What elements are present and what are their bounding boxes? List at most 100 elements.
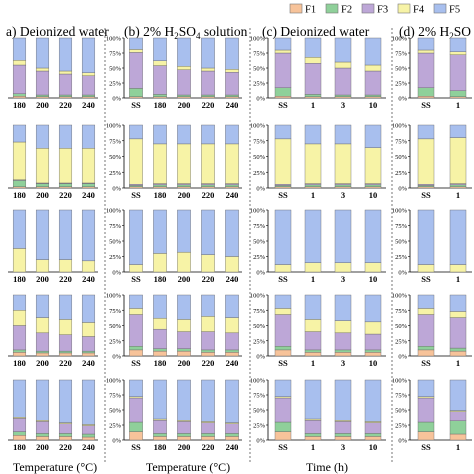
legend-item-f3: F3 [361, 3, 388, 16]
bar-segment-f3 [225, 423, 239, 434]
bar-segment-f3 [225, 332, 239, 351]
bar-segment-f1 [12, 95, 27, 99]
bar-segment-f3 [274, 314, 292, 347]
panel-c-xlabel: Time (h) [306, 460, 348, 474]
bar-segment-f2 [129, 346, 143, 351]
y-tick-label: 0% [112, 96, 121, 103]
bar-segment-f4 [81, 260, 96, 273]
x-tick-label: 180 [154, 190, 167, 200]
panel-d-row-1: 0% 25% 50% 75% 100% SS 1 [392, 36, 472, 110]
bar-segment-f2 [201, 433, 215, 437]
bar-segment-f5 [129, 124, 143, 140]
y-tick-label: 25% [253, 254, 266, 261]
bar-segment-f4 [129, 308, 143, 315]
y-tick-label: 0% [398, 270, 407, 277]
y-tick-label: 100% [250, 123, 266, 130]
bar-segment-f3 [12, 64, 27, 94]
y-tick-label: 25% [253, 338, 266, 345]
bar-segment-f1 [274, 431, 292, 441]
bar-segment-f4 [177, 65, 191, 70]
bar-segment-f5 [153, 379, 167, 420]
y-tick-label: 25% [253, 81, 266, 88]
bar-segment-f2 [35, 183, 50, 187]
bar-segment-f2 [274, 87, 292, 97]
panel-d-row-2: 0% 25% 50% 75% 100% SS 1 [392, 123, 472, 200]
panel-b-row-3: 0% 25% 50% 75% 100% SS 180 200 220 240 [106, 208, 242, 284]
bar-segment-f4 [417, 308, 435, 315]
y-tick-label: 50% [253, 408, 266, 415]
bar-segment-f5 [12, 124, 27, 143]
bar-segment-f1 [417, 431, 435, 441]
panel-a-row-2: 180 200 220 240 [8, 124, 98, 200]
x-tick-label: SS [131, 358, 141, 368]
bar-segment-f3 [417, 52, 435, 88]
panel-d-title: (d) 2% H2SO [399, 24, 471, 41]
bar-segment-f2 [177, 94, 191, 97]
bar-segment-f2 [225, 184, 239, 187]
bar-segment-f1 [58, 352, 73, 357]
bar-segment-f2 [177, 348, 191, 352]
bar-segment-f5 [81, 37, 96, 73]
bar-segment-f2 [81, 94, 96, 97]
x-tick-label: 240 [82, 190, 95, 200]
bar-segment-f5 [304, 124, 322, 145]
bar-segment-f3 [417, 397, 435, 423]
x-tick-label: 1 [311, 190, 315, 200]
bar-segment-f3 [334, 421, 352, 434]
x-tick-label: 180 [154, 100, 167, 110]
x-tick-label: 200 [36, 358, 49, 368]
bar-segment-f2 [201, 94, 215, 97]
bar-segment-f4 [201, 254, 215, 273]
bar-segment-f1 [417, 349, 435, 357]
bar-segment-f3 [334, 67, 352, 96]
bar-segment-f1 [129, 349, 143, 357]
bar-segment-f2 [417, 87, 435, 97]
panel-c-title: (c) Deionized water [262, 24, 370, 39]
bar-segment-f5 [201, 37, 215, 69]
y-tick-label: 25% [109, 81, 122, 88]
bar-segment-f4 [58, 70, 73, 75]
x-tick-label: 200 [36, 274, 49, 284]
x-tick-label: 1 [311, 100, 315, 110]
bar-segment-f4 [304, 57, 322, 64]
bar-segment-f5 [35, 37, 50, 69]
y-tick-label: 75% [109, 393, 122, 400]
x-tick-label: 10 [369, 274, 378, 284]
bar-segment-f5 [177, 294, 191, 320]
y-tick-label: 25% [395, 254, 408, 261]
bar-segment-f5 [58, 209, 73, 260]
panel-b-title: (b) 2% H2SO4 solution [124, 24, 248, 41]
bar-segment-f5 [274, 294, 292, 309]
panel-b-row-1: 0% 25% 50% 75% 100% SS 180 200 220 240 [106, 36, 242, 110]
legend-label-f1: F1 [305, 5, 316, 16]
bar-segment-f2 [81, 433, 96, 438]
bar-segment-f5 [81, 379, 96, 425]
bar-segment-f5 [58, 379, 73, 423]
y-tick-label: 50% [253, 154, 266, 161]
bar-segment-f1 [449, 433, 467, 441]
y-tick-label: 25% [395, 81, 408, 88]
x-tick-label: 1 [456, 190, 460, 200]
bar-segment-f5 [417, 37, 435, 51]
bar-segment-f4 [12, 60, 27, 66]
bar-segment-f2 [449, 420, 467, 435]
bar-segment-f5 [58, 124, 73, 149]
x-tick-label: 180 [13, 100, 26, 110]
bar-segment-f4 [129, 264, 143, 273]
y-tick-label: 100% [392, 293, 408, 300]
bar-segment-f2 [153, 94, 167, 98]
bar-segment-f4 [153, 60, 167, 66]
x-tick-label: 3 [341, 274, 345, 284]
legend-item-f2: F2 [325, 3, 352, 16]
panel-c-row-5: 0% 25% 50% 75% 100% SS 1 3 10 [250, 378, 386, 452]
bar-segment-f4 [58, 259, 73, 273]
bar-segment-f2 [81, 350, 96, 354]
bar-segment-f5 [201, 294, 215, 317]
panel-d-row-5: 0% 25% 50% 75% 100% SS 1 [392, 378, 472, 452]
bar-segment-f1 [201, 436, 215, 441]
bar-segment-f5 [274, 209, 292, 265]
bar-segment-f2 [153, 433, 167, 437]
bar-segment-f4 [225, 68, 239, 73]
y-tick-label: 100% [250, 36, 266, 43]
bar-segment-f5 [304, 37, 322, 58]
